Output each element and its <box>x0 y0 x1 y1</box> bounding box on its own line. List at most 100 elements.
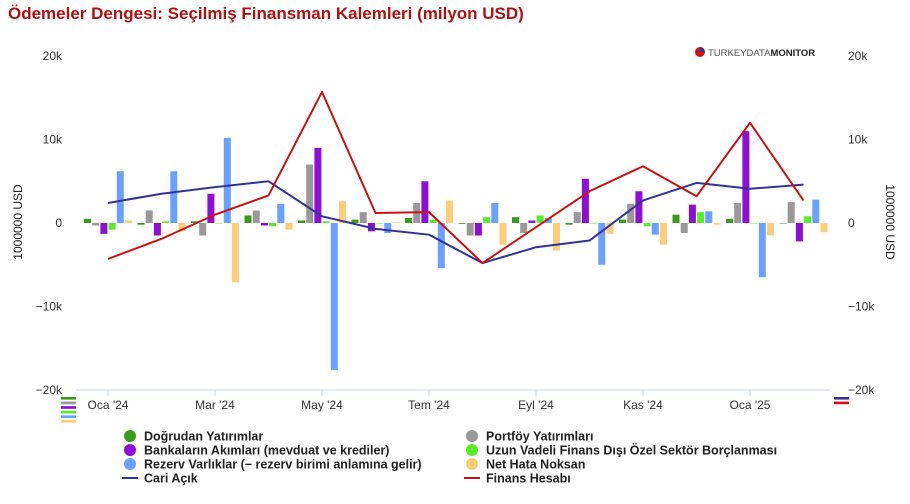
bar-1-3[interactable] <box>252 210 260 223</box>
bar-2-2[interactable] <box>207 193 215 223</box>
y-tick-label-right: −10k <box>848 300 875 314</box>
bar-0-1[interactable] <box>137 223 145 225</box>
bar-1-1[interactable] <box>145 210 153 223</box>
bar-2-11[interactable] <box>688 204 696 223</box>
legend-marker-icon <box>124 444 136 456</box>
bar-5-6[interactable] <box>446 200 453 223</box>
bar-5-1[interactable] <box>178 223 186 232</box>
legend-item[interactable]: Bankaların Akımları (mevduat ve krediler… <box>124 444 389 458</box>
bar-3-5[interactable] <box>376 223 384 224</box>
bar-1-10[interactable] <box>627 203 635 223</box>
bar-2-3[interactable] <box>260 223 268 226</box>
bar-0-4[interactable] <box>298 220 305 223</box>
legend-label: Portföy Yatırımları <box>486 430 593 444</box>
bar-2-8[interactable] <box>528 220 536 223</box>
bar-4-2[interactable] <box>223 137 231 223</box>
x-tick-label: Eyl '24 <box>518 398 554 412</box>
bar-2-1[interactable] <box>153 223 161 236</box>
bar-3-12[interactable] <box>750 223 758 224</box>
bar-1-13[interactable] <box>787 202 795 223</box>
bar-2-4[interactable] <box>314 147 322 223</box>
legend-item[interactable]: Finans Hesabı <box>464 472 571 486</box>
bar-4-4[interactable] <box>330 223 338 370</box>
bar-5-11[interactable] <box>713 223 721 225</box>
bar-1-0[interactable] <box>92 223 100 226</box>
line-series-0[interactable] <box>107 180 804 265</box>
bar-0-12[interactable] <box>726 218 733 223</box>
navigator-left-stripe <box>61 406 76 409</box>
bar-2-7[interactable] <box>474 223 482 236</box>
bar-1-5[interactable] <box>359 212 367 223</box>
bar-4-10[interactable] <box>651 223 659 235</box>
navigator-left-handle[interactable] <box>61 397 76 423</box>
bar-3-10[interactable] <box>643 223 651 227</box>
bar-1-4[interactable] <box>306 164 314 223</box>
bar-1-2[interactable] <box>199 223 207 236</box>
bar-0-10[interactable] <box>619 219 626 223</box>
bar-4-9[interactable] <box>598 223 606 265</box>
bar-3-0[interactable] <box>108 223 116 230</box>
bar-2-0[interactable] <box>100 223 108 234</box>
bar-0-13[interactable] <box>779 223 787 224</box>
bar-1-7[interactable] <box>466 223 474 236</box>
line-series-1[interactable] <box>107 90 805 265</box>
bar-0-7[interactable] <box>458 223 466 224</box>
bar-3-3[interactable] <box>269 223 277 227</box>
bar-3-2[interactable] <box>215 223 223 224</box>
bar-5-5[interactable] <box>392 222 400 223</box>
navigator-right-handle[interactable] <box>834 397 849 405</box>
bar-3-13[interactable] <box>804 216 812 223</box>
bar-0-0[interactable] <box>84 218 91 223</box>
bar-5-9[interactable] <box>606 223 614 234</box>
bar-5-4[interactable] <box>339 201 346 223</box>
bar-0-2[interactable] <box>191 221 198 223</box>
legend-item[interactable]: Portföy Yatırımları <box>466 430 593 444</box>
bar-4-12[interactable] <box>758 223 766 278</box>
bar-0-6[interactable] <box>405 217 412 223</box>
bar-0-3[interactable] <box>244 215 252 223</box>
legend-item[interactable]: Uzun Vadeli Finans Dışı Özel Sektör Borç… <box>466 443 777 458</box>
bar-1-12[interactable] <box>734 202 742 223</box>
brand-text: TURKEYDATAMONITOR <box>708 48 815 59</box>
bar-2-9[interactable] <box>581 178 589 223</box>
bar-5-13[interactable] <box>820 223 828 233</box>
bar-1-9[interactable] <box>573 212 581 223</box>
bar-0-11[interactable] <box>672 214 680 223</box>
bar-2-6[interactable] <box>421 181 429 223</box>
bar-4-1[interactable] <box>170 171 178 223</box>
bar-5-8[interactable] <box>553 223 560 251</box>
bar-4-0[interactable] <box>116 171 124 223</box>
bar-1-8[interactable] <box>520 223 528 234</box>
bar-4-7[interactable] <box>491 202 499 223</box>
bar-3-6[interactable] <box>429 219 437 223</box>
bar-4-8[interactable] <box>544 217 552 223</box>
bar-3-11[interactable] <box>697 212 705 223</box>
legend-item[interactable]: Doğrudan Yatırımlar <box>124 430 263 444</box>
bar-3-7[interactable] <box>483 217 491 223</box>
bar-5-2[interactable] <box>232 223 239 283</box>
bar-3-4[interactable] <box>322 221 330 223</box>
bar-3-9[interactable] <box>590 223 598 224</box>
bar-1-11[interactable] <box>680 223 688 234</box>
bar-4-3[interactable] <box>277 203 285 223</box>
bar-3-8[interactable] <box>536 215 544 223</box>
bar-5-3[interactable] <box>285 223 293 230</box>
bar-2-10[interactable] <box>635 191 643 223</box>
bar-2-12[interactable] <box>742 131 750 223</box>
bar-5-7[interactable] <box>499 223 507 245</box>
bar-4-5[interactable] <box>384 223 392 234</box>
bar-0-5[interactable] <box>351 219 359 223</box>
bar-5-12[interactable] <box>767 223 774 236</box>
legend-item[interactable]: Rezerv Varlıklar (− rezerv birimi anlamı… <box>124 458 422 472</box>
bar-4-6[interactable] <box>437 223 445 269</box>
legend-item[interactable]: Cari Açık <box>122 472 198 486</box>
bar-3-1[interactable] <box>162 221 170 223</box>
bar-5-10[interactable] <box>660 223 667 245</box>
bar-5-0[interactable] <box>125 220 132 223</box>
bar-2-13[interactable] <box>795 223 803 242</box>
bar-4-11[interactable] <box>705 211 713 223</box>
legend-item[interactable]: Net Hata Noksan <box>466 458 585 472</box>
bar-0-8[interactable] <box>512 217 519 223</box>
bar-4-13[interactable] <box>812 199 820 223</box>
bar-0-9[interactable] <box>565 223 573 225</box>
